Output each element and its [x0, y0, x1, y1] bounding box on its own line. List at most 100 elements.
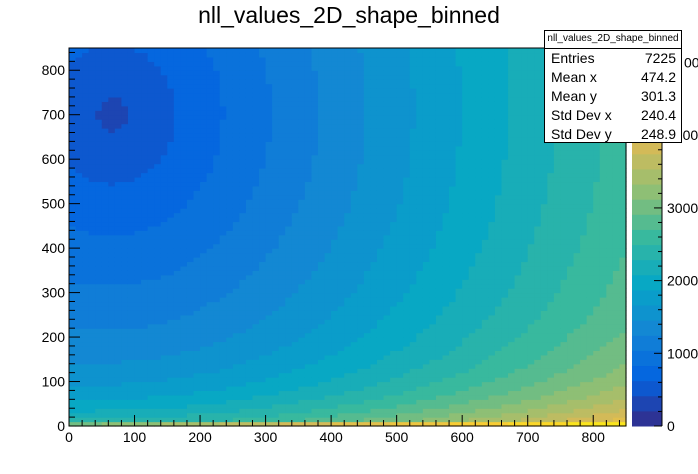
heatmap-cell — [127, 403, 136, 409]
heatmap-cell — [291, 265, 299, 271]
heatmap-cell — [82, 105, 90, 111]
heatmap-cell — [416, 301, 424, 307]
heatmap-cell — [291, 252, 299, 258]
heatmap-cell — [337, 345, 345, 351]
heatmap-cell — [213, 128, 221, 134]
heatmap-cell — [403, 194, 411, 200]
heatmap-cell — [403, 319, 411, 325]
heatmap-cell — [259, 92, 267, 98]
heatmap-cell — [422, 417, 431, 423]
heatmap-cell — [101, 88, 109, 94]
heatmap-cell — [200, 377, 208, 383]
heatmap-cell — [88, 92, 96, 98]
heatmap-cell — [298, 159, 306, 165]
heatmap-cell — [363, 257, 372, 263]
heatmap-cell — [265, 48, 273, 54]
heatmap-cell — [69, 74, 77, 80]
heatmap-cell — [239, 270, 247, 276]
heatmap-cell — [95, 354, 103, 360]
heatmap-cell — [101, 114, 109, 120]
heatmap-cell — [376, 270, 385, 276]
heatmap-cell — [213, 145, 221, 151]
heatmap-cell — [383, 337, 391, 343]
heatmap-cell — [265, 372, 273, 378]
heatmap-cell — [265, 319, 273, 325]
heatmap-cell — [173, 221, 181, 227]
heatmap-cell — [88, 159, 96, 165]
heatmap-cell — [318, 128, 326, 134]
heatmap-cell — [390, 412, 398, 418]
heatmap-cell — [95, 243, 103, 249]
heatmap-cell — [82, 70, 90, 76]
heatmap-cell — [114, 212, 123, 218]
heatmap-cell — [88, 163, 96, 169]
heatmap-cell — [390, 234, 398, 240]
heatmap-cell — [154, 119, 162, 125]
heatmap-cell — [383, 354, 391, 360]
heatmap-cell — [416, 61, 424, 67]
heatmap-cell — [331, 337, 339, 343]
heatmap-cell — [265, 368, 273, 374]
heatmap-cell — [180, 119, 188, 125]
heatmap-cell — [108, 417, 116, 423]
heatmap-cell — [226, 345, 234, 351]
heatmap-cell — [370, 390, 378, 396]
heatmap-cell — [298, 145, 306, 151]
heatmap-cell — [200, 252, 208, 258]
heatmap-cell — [304, 345, 313, 351]
heatmap-cell — [101, 190, 109, 196]
heatmap-cell — [69, 265, 77, 271]
heatmap-cell — [69, 234, 77, 240]
heatmap-cell — [265, 292, 273, 298]
heatmap-cell — [278, 65, 286, 71]
heatmap-cell — [344, 399, 352, 405]
heatmap-cell — [88, 279, 96, 285]
heatmap-cell — [285, 319, 293, 325]
heatmap-cell — [442, 128, 450, 134]
heatmap-cell — [324, 385, 332, 392]
heatmap-cell — [278, 145, 286, 151]
heatmap-cell — [141, 385, 149, 392]
heatmap-cell — [141, 172, 149, 178]
heatmap-cell — [108, 132, 116, 138]
heatmap-cell — [298, 96, 306, 102]
heatmap-cell — [298, 288, 306, 294]
heatmap-cell — [134, 279, 142, 285]
heatmap-cell — [252, 252, 260, 258]
heatmap-cell — [304, 341, 313, 347]
heatmap-cell — [245, 92, 254, 98]
heatmap-cell — [200, 248, 208, 254]
heatmap-cell — [285, 65, 293, 71]
heatmap-cell — [121, 305, 129, 311]
heatmap-cell — [350, 323, 358, 329]
heatmap-cell — [396, 136, 404, 142]
heatmap-cell — [245, 305, 254, 311]
heatmap-cell — [390, 119, 398, 125]
heatmap-cell — [75, 168, 83, 174]
heatmap-cell — [311, 243, 319, 249]
heatmap-cell — [442, 390, 450, 396]
heatmap-cell — [141, 52, 149, 58]
heatmap-cell — [141, 185, 149, 191]
heatmap-cell — [186, 221, 195, 227]
heatmap-cell — [213, 408, 221, 414]
heatmap-cell — [200, 279, 208, 285]
heatmap-cell — [160, 79, 168, 85]
heatmap-cell — [134, 136, 142, 142]
heatmap-cell — [357, 159, 365, 165]
heatmap-cell — [82, 83, 90, 89]
heatmap-cell — [331, 190, 339, 196]
heatmap-cell — [252, 52, 260, 58]
heatmap-cell — [265, 56, 273, 62]
heatmap-cell — [383, 279, 391, 285]
heatmap-cell — [449, 314, 457, 320]
heatmap-cell — [154, 270, 162, 276]
heatmap-cell — [370, 96, 378, 102]
heatmap-cell — [114, 394, 123, 400]
heatmap-cell — [154, 163, 162, 169]
heatmap-cell — [167, 368, 175, 374]
heatmap-cell — [219, 292, 227, 298]
heatmap-cell — [127, 323, 136, 329]
heatmap-cell — [108, 48, 116, 54]
